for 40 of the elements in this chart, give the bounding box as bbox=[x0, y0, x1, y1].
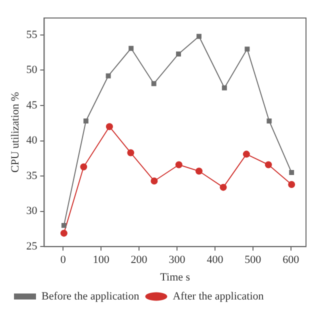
point bbox=[175, 161, 182, 168]
point bbox=[80, 163, 88, 170]
point bbox=[127, 149, 134, 156]
point bbox=[83, 118, 88, 124]
point bbox=[106, 73, 111, 78]
point bbox=[128, 46, 134, 51]
point bbox=[176, 52, 181, 56]
point bbox=[196, 34, 202, 39]
point bbox=[150, 177, 158, 184]
x-tick-label: 600 bbox=[282, 254, 300, 266]
point bbox=[220, 184, 227, 191]
x-axis-title: Time s bbox=[160, 271, 190, 284]
x-tick-label: 400 bbox=[206, 254, 224, 266]
legend-label: After the application bbox=[172, 290, 264, 302]
point bbox=[264, 161, 272, 168]
point bbox=[151, 81, 156, 86]
point bbox=[244, 46, 250, 52]
x-tick-label: 500 bbox=[244, 254, 262, 266]
y-tick-label: 50 bbox=[26, 64, 38, 76]
legend-label: Before the application bbox=[42, 290, 140, 302]
point bbox=[266, 118, 272, 124]
y-tick-label: 30 bbox=[26, 205, 38, 218]
x-tick-label: 0 bbox=[60, 254, 66, 266]
y-tick-label: 40 bbox=[26, 134, 38, 147]
point bbox=[106, 123, 113, 130]
y-tick-label: 25 bbox=[26, 240, 38, 252]
point bbox=[196, 168, 203, 175]
point bbox=[288, 181, 296, 188]
x-tick-label: 200 bbox=[130, 254, 148, 266]
y-tick-label: 45 bbox=[26, 99, 38, 112]
x-tick-label: 300 bbox=[168, 254, 186, 266]
point bbox=[61, 222, 66, 228]
y-tick-label: 35 bbox=[26, 170, 38, 182]
point bbox=[60, 230, 68, 237]
y-axis-title: CPU utilization % bbox=[9, 92, 22, 173]
y-tick-label: 55 bbox=[26, 28, 38, 41]
point bbox=[242, 150, 250, 158]
point bbox=[289, 170, 294, 175]
x-tick-label: 100 bbox=[92, 254, 110, 266]
point bbox=[222, 85, 227, 90]
